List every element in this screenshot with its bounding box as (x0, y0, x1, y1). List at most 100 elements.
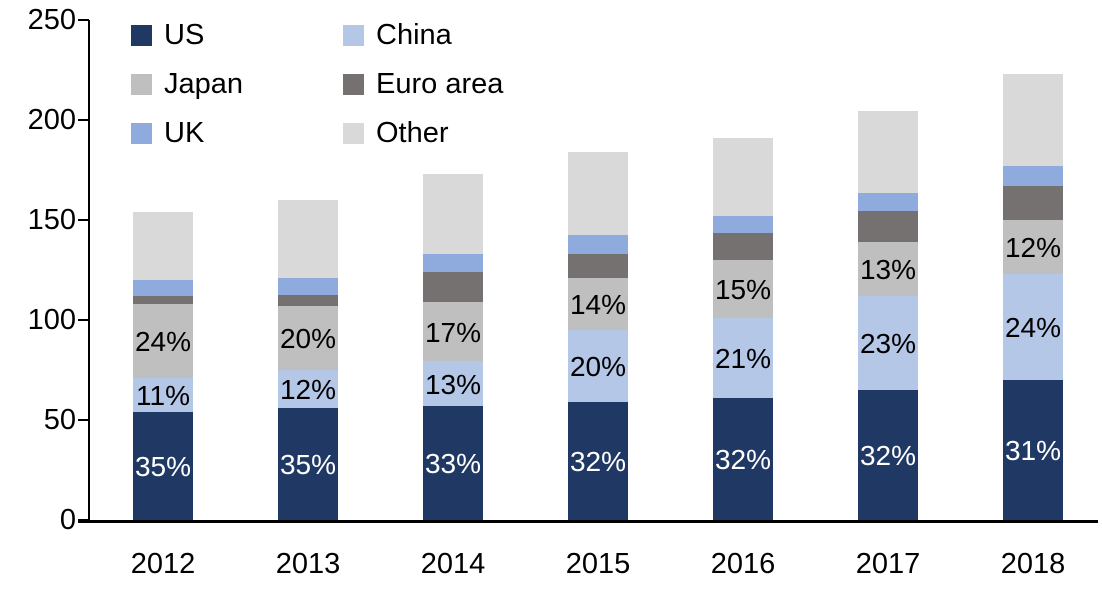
segment-label-japan: 15% (714, 274, 772, 305)
y-tick (78, 519, 89, 521)
legend-item-uk: UK (131, 117, 343, 149)
legend-swatch-euro-area (343, 73, 364, 95)
bar-segment-other (133, 212, 193, 280)
segment-label-japan: 24% (134, 326, 192, 357)
y-tick-label: 50 (43, 404, 76, 436)
bar-segment-japan (423, 302, 483, 361)
bar-segment-uk (568, 235, 628, 254)
x-tick-label: 2018 (1000, 548, 1066, 580)
y-tick-label: 250 (27, 4, 76, 36)
y-tick (78, 319, 89, 321)
segment-label-china: 23% (859, 328, 917, 359)
bar-segment-us (278, 408, 338, 520)
x-tick-label: 2017 (855, 548, 921, 580)
segment-label-china: 12% (279, 374, 337, 405)
bar-segment-china (858, 296, 918, 390)
bar-segment-china (568, 330, 628, 402)
legend-swatch-uk (131, 122, 152, 144)
segment-label-japan: 17% (424, 316, 482, 348)
legend-swatch-us (131, 24, 152, 46)
legend: US China Japan Euro area UK Other (131, 19, 504, 149)
legend-label: UK (164, 117, 205, 149)
bar-segment-us (133, 412, 193, 520)
y-tick-label: 200 (27, 104, 76, 136)
bar-segment-euro-area (423, 272, 483, 302)
segment-label-us: 32% (714, 444, 772, 475)
legend-item-other: Other (343, 117, 503, 149)
segment-label-japan: 12% (1004, 232, 1062, 263)
legend-item-euro-area: Euro area (343, 68, 504, 100)
segment-label-us: 32% (569, 446, 627, 477)
segment-label-china: 13% (424, 368, 482, 400)
segment-label-us: 32% (859, 440, 917, 471)
y-tick (78, 119, 89, 121)
segment-label-japan: 20% (279, 323, 337, 354)
bar-segment-china (278, 370, 338, 408)
legend-label: Other (376, 117, 449, 149)
x-tick-label: 2015 (565, 548, 631, 580)
x-tick-label: 2013 (275, 548, 341, 580)
bar-segment-uk (1003, 166, 1063, 186)
y-tick (78, 19, 89, 21)
bar-segment-uk (423, 254, 483, 272)
bar-segment-uk (133, 280, 193, 296)
y-tick-label: 100 (27, 304, 76, 336)
y-tick (78, 219, 89, 221)
legend-swatch-japan (131, 73, 152, 95)
y-tick-label: 150 (27, 204, 76, 236)
bar-segment-japan (278, 306, 338, 370)
legend-swatch-china (343, 24, 364, 46)
bar-segment-euro-area (858, 211, 918, 242)
bar-segment-euro-area (1003, 186, 1063, 220)
x-tick-label: 2014 (420, 548, 486, 580)
bar-segment-japan (568, 278, 628, 330)
bar-segment-japan (1003, 220, 1063, 274)
segment-label-japan: 14% (569, 289, 627, 320)
bar-segment-japan (858, 242, 918, 296)
bar-segment-euro-area (713, 233, 773, 260)
bar-segment-japan (133, 304, 193, 378)
segment-label-china: 11% (136, 380, 190, 411)
bar-segment-china (133, 378, 193, 412)
legend-item-china: China (343, 19, 503, 51)
legend-item-japan: Japan (131, 68, 343, 100)
x-tick-label: 2016 (710, 548, 776, 580)
bar-segment-us (423, 406, 483, 520)
segment-label-us: 35% (279, 449, 337, 480)
x-tick-label: 2012 (130, 548, 196, 580)
segment-label-china: 21% (714, 343, 772, 374)
y-tick-label: 0 (59, 504, 76, 536)
y-axis-line (88, 20, 90, 522)
bar-segment-other (568, 152, 628, 235)
bar-segment-uk (713, 216, 773, 233)
bar-segment-euro-area (133, 296, 193, 304)
bar-segment-uk (278, 278, 338, 295)
legend-label: US (164, 19, 205, 51)
segment-label-us: 33% (424, 448, 482, 479)
segment-label-china: 24% (1004, 312, 1062, 343)
y-tick (78, 419, 89, 421)
bar-segment-us (713, 398, 773, 520)
bar-segment-china (1003, 274, 1063, 380)
bar-segment-other (1003, 74, 1063, 166)
legend-label: Euro area (376, 68, 504, 100)
bar-segment-china (423, 361, 483, 406)
bar-segment-china (713, 318, 773, 398)
legend-label: China (376, 19, 452, 51)
bar-segment-uk (858, 193, 918, 211)
bar-segment-us (858, 390, 918, 520)
legend-label: Japan (164, 68, 244, 100)
bar-segment-us (568, 402, 628, 520)
bar-segment-euro-area (278, 295, 338, 306)
bar-segment-us (1003, 380, 1063, 520)
bar-segment-other (278, 200, 338, 278)
bar-segment-other (858, 111, 918, 193)
segment-label-japan: 13% (859, 254, 917, 285)
bar-segment-other (423, 174, 483, 254)
legend-swatch-other (343, 122, 364, 144)
bar-segment-other (713, 138, 773, 216)
segment-label-china: 20% (569, 351, 627, 382)
legend-item-us: US (131, 19, 343, 51)
x-axis-line (78, 520, 1098, 523)
